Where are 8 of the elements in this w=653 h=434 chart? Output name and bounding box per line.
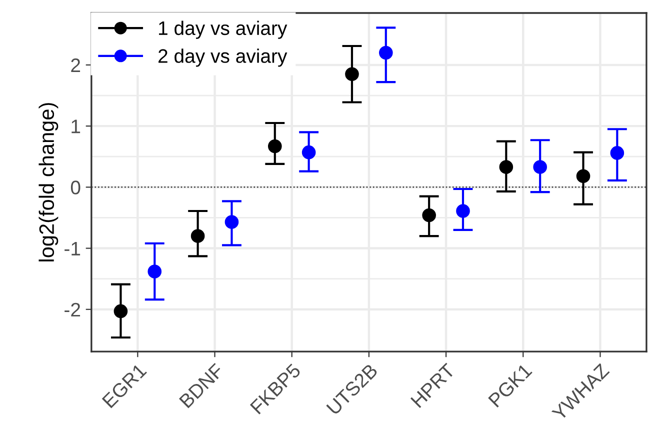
y-tick-label: 0 <box>70 180 80 194</box>
y-tick-label: 1 <box>72 120 80 134</box>
y-axis-title: log2(fold change) <box>38 103 58 262</box>
y-tick-label: -1 <box>64 242 80 256</box>
y-tick-label: 2 <box>71 58 80 72</box>
y-tick-label: -2 <box>64 302 80 316</box>
legend-label: 1 day vs aviary <box>159 20 288 39</box>
legend-label: 2 day vs aviary <box>158 48 288 67</box>
